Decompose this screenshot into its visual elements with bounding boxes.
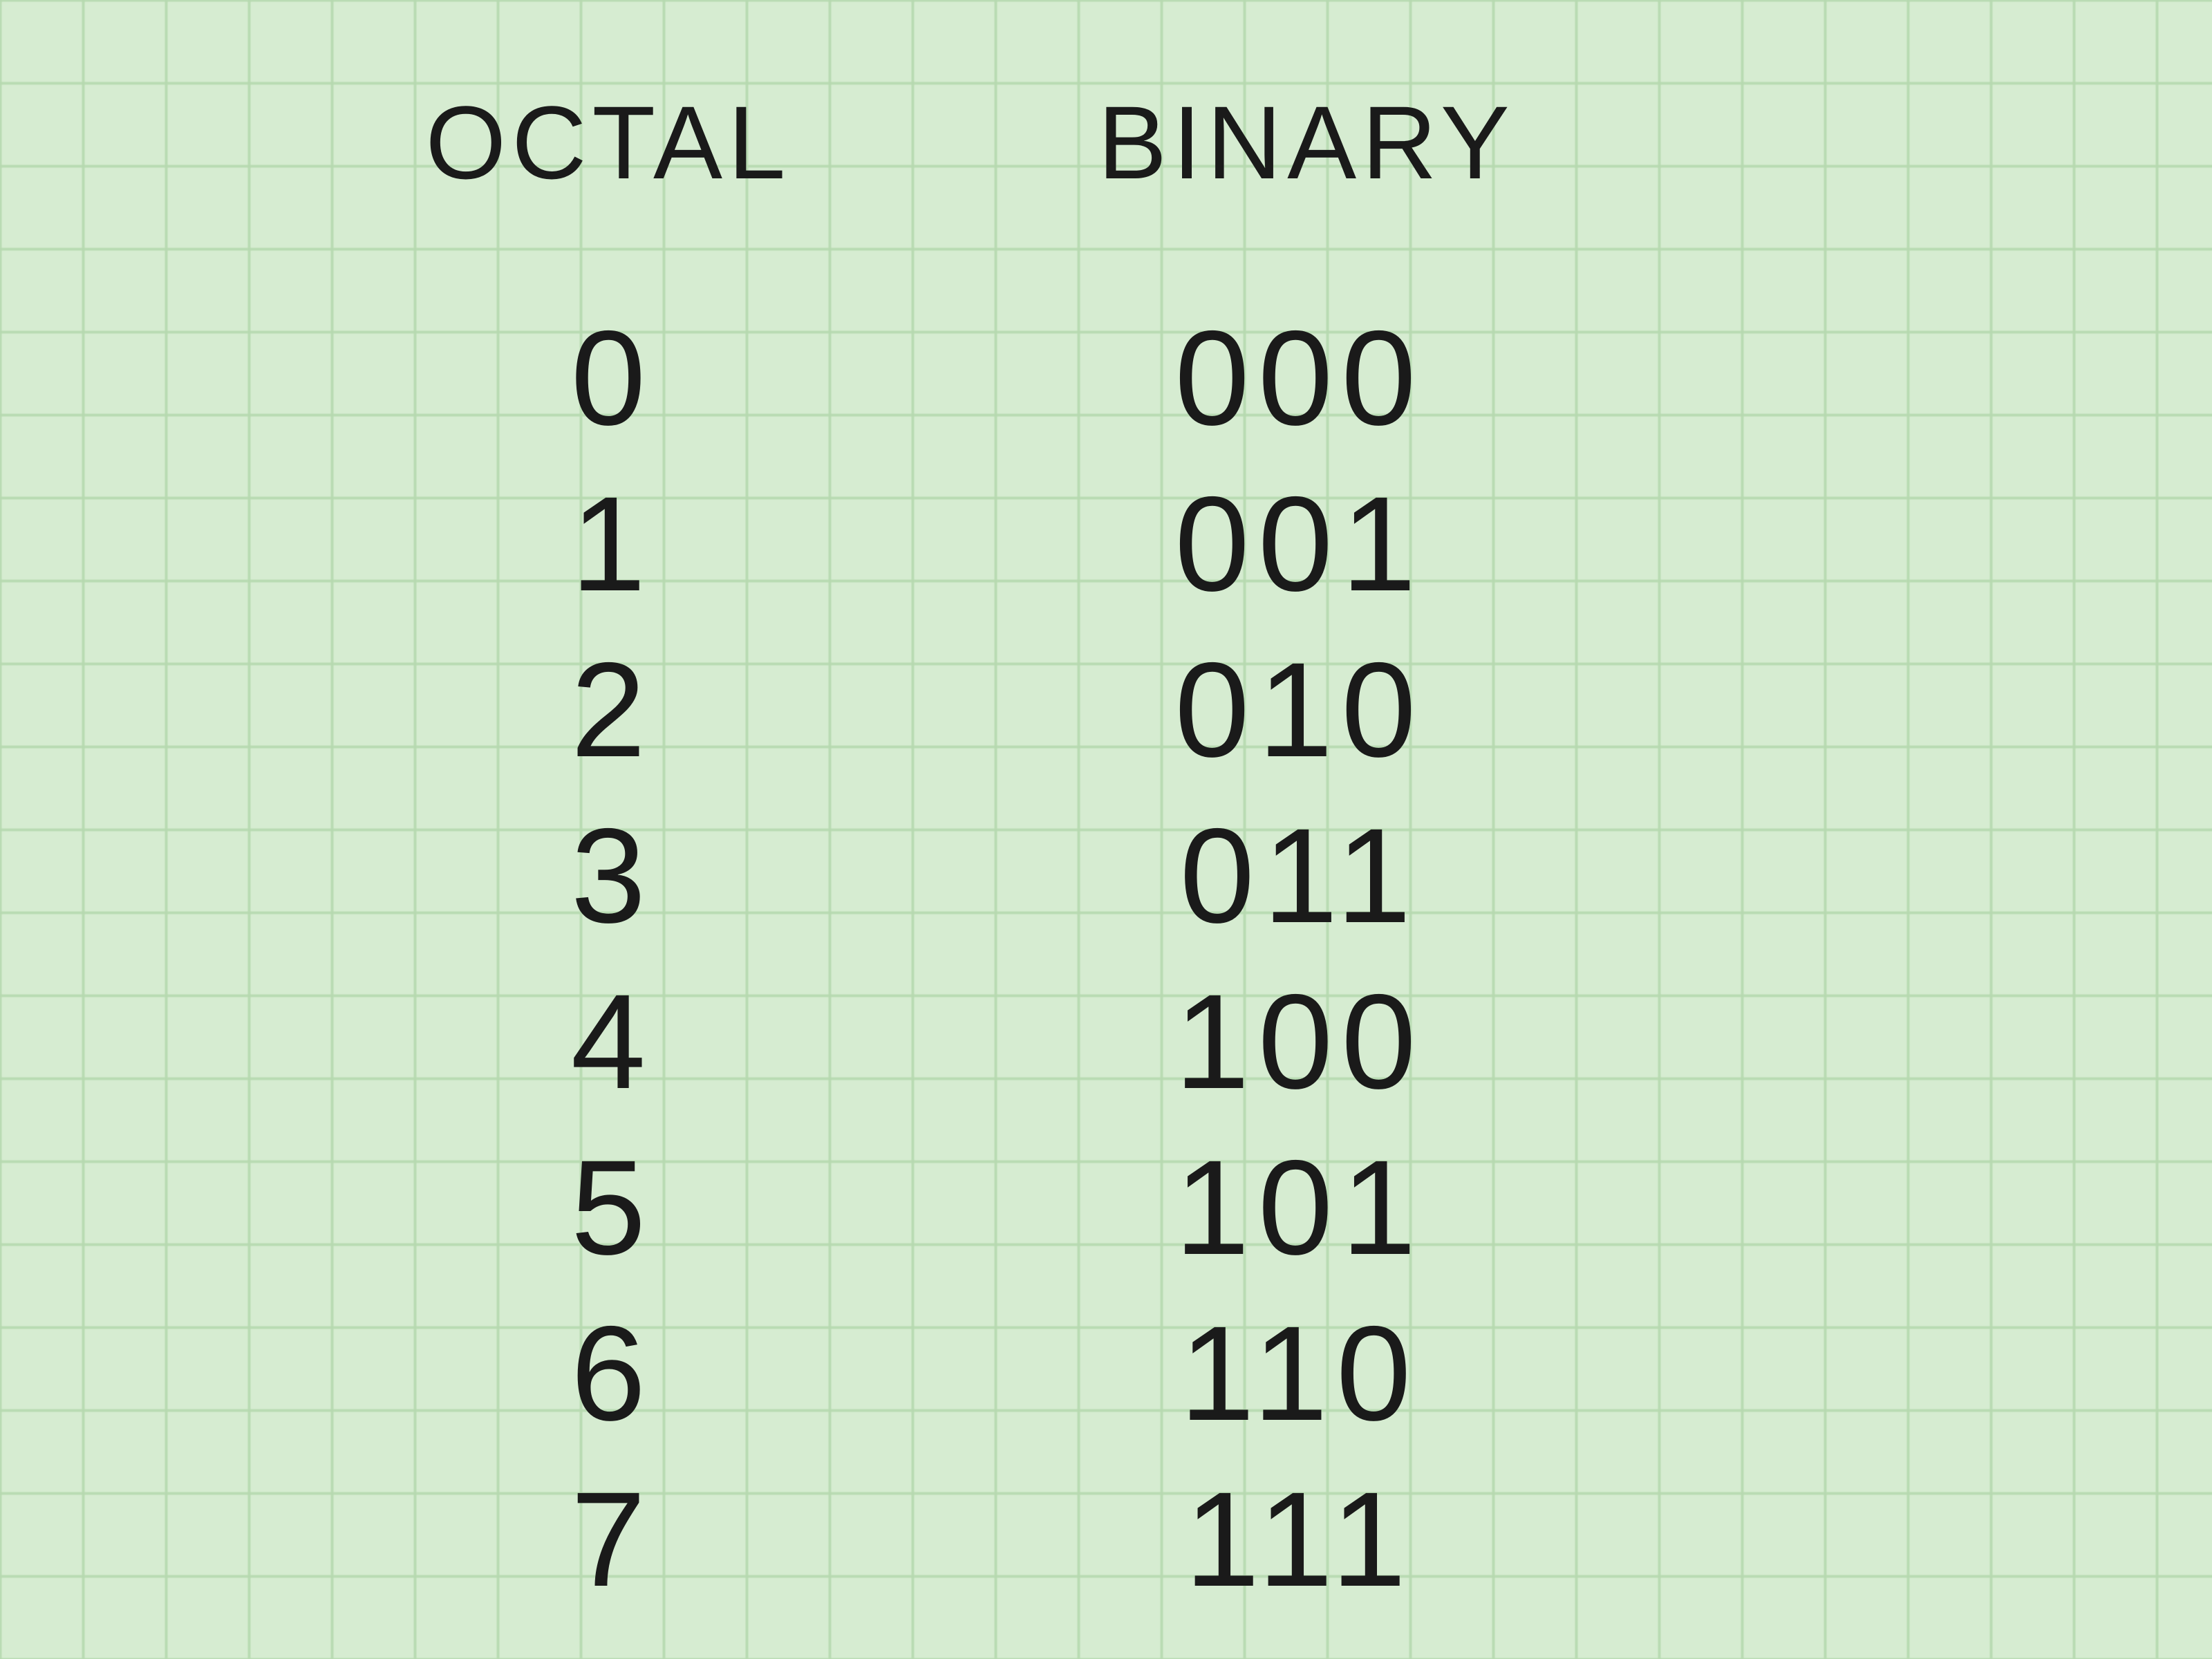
binary-cell: 001: [1078, 463, 1521, 625]
binary-cell: 110: [1078, 1293, 1521, 1454]
octal-cell: 7: [387, 1459, 830, 1620]
binary-cell: 100: [1078, 961, 1521, 1123]
octal-cell: 4: [387, 961, 830, 1123]
binary-cell: 000: [1078, 297, 1521, 459]
column-header-octal: OCTAL: [387, 83, 830, 203]
binary-cell: 011: [1078, 795, 1521, 957]
octal-cell: 5: [387, 1127, 830, 1288]
binary-cell: 101: [1078, 1127, 1521, 1288]
octal-cell: 3: [387, 795, 830, 957]
octal-cell: 1: [387, 463, 830, 625]
binary-cell: 010: [1078, 629, 1521, 791]
conversion-table: OCTAL BINARY 000010012010301141005101611…: [0, 0, 2212, 1659]
octal-cell: 6: [387, 1293, 830, 1454]
octal-cell: 0: [387, 297, 830, 459]
column-header-binary: BINARY: [1065, 83, 1548, 203]
octal-cell: 2: [387, 629, 830, 791]
binary-cell: 111: [1078, 1459, 1521, 1620]
